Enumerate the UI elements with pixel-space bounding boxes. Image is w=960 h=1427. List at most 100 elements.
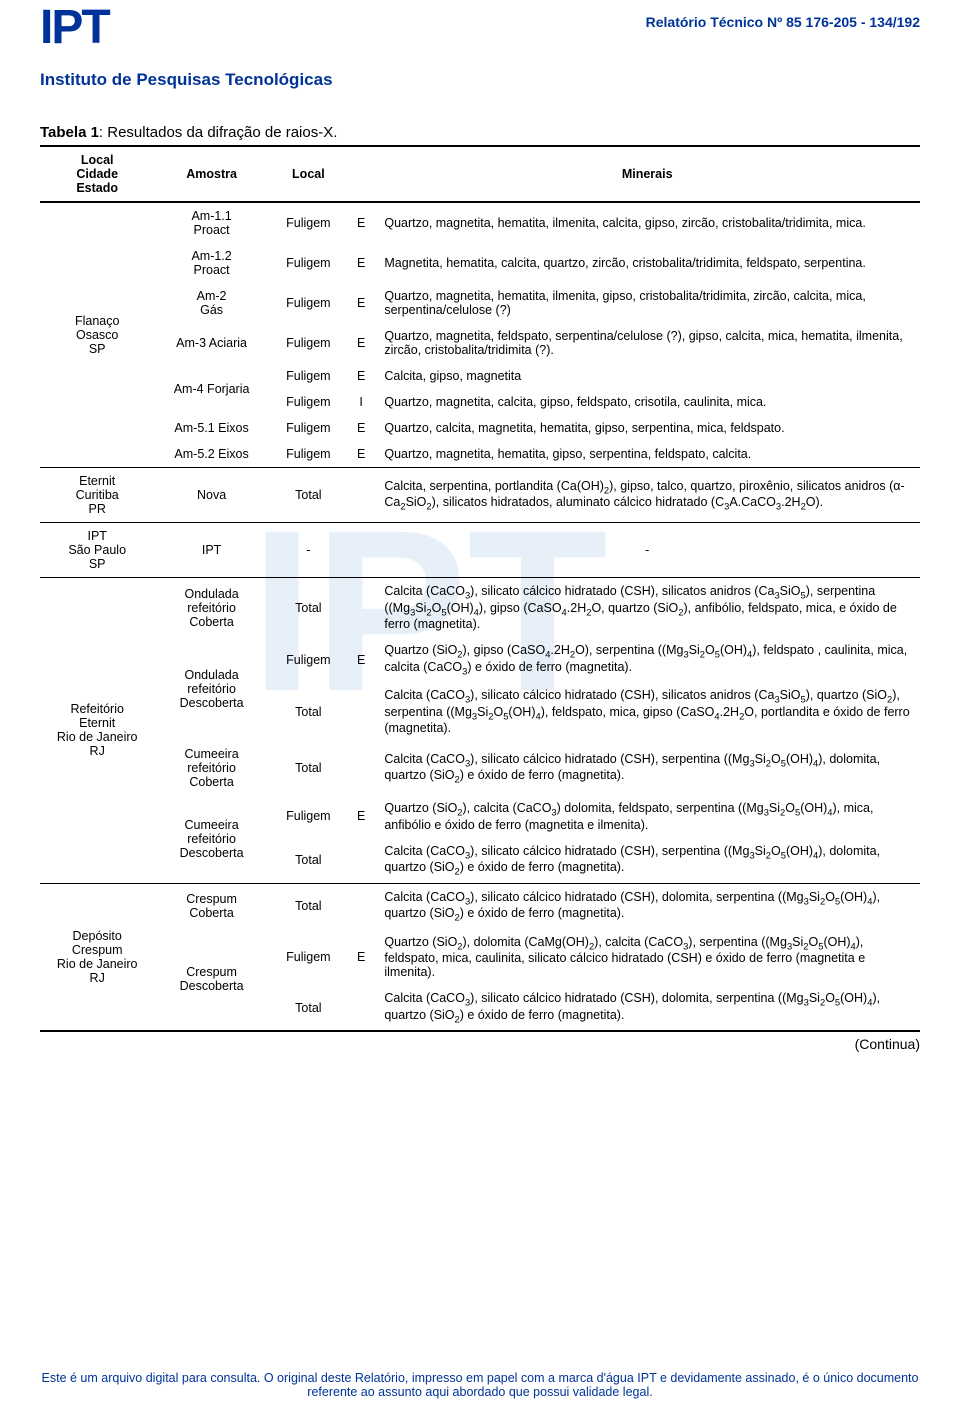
table-row: Am-4 ForjariaFuligemECalcita, gipso, mag… <box>40 363 920 389</box>
cell-local: Fuligem <box>269 283 348 323</box>
cell-local: Fuligem <box>269 363 348 389</box>
cell-minerals: Calcita (CaCO3), silicato cálcico hidrat… <box>374 741 920 795</box>
cell-minerals: Quartzo, magnetita, hematita, gipso, ser… <box>374 441 920 468</box>
cell-minerals: Calcita (CaCO3), silicato cálcico hidrat… <box>374 838 920 884</box>
cell-amostra: CumeeirarefeitórioCoberta <box>154 741 268 795</box>
col-minerais: Minerais <box>374 146 920 202</box>
cell-code <box>348 883 374 929</box>
cell-code: E <box>348 441 374 468</box>
logo-text: IPT <box>40 4 333 52</box>
table-row: CumeeirarefeitórioCobertaTotal Calcita (C… <box>40 741 920 795</box>
cell-minerals: Quartzo, magnetita, hematita, ilmenita, … <box>374 202 920 243</box>
table-row: Am-2GásFuligemEQuartzo, magnetita, hemat… <box>40 283 920 323</box>
cell-amostra: CrespumDescoberta <box>154 929 268 1032</box>
col-local-cidade-estado: Local Cidade Estado <box>40 146 154 202</box>
cell-place: RefeitórioEternitRio de JaneiroRJ <box>40 578 154 884</box>
cell-amostra: Nova <box>154 468 268 523</box>
cell-code <box>348 523 374 578</box>
cell-local: Fuligem <box>269 202 348 243</box>
cell-code <box>348 741 374 795</box>
cell-minerals: Calcita (CaCO3), silicato cálcico hidrat… <box>374 578 920 638</box>
table-row: DepósitoCrespumRio de JaneiroRJCrespumCo… <box>40 883 920 929</box>
cell-local: Fuligem <box>269 929 348 986</box>
cell-minerals: Quartzo, calcita, magnetita, hematita, g… <box>374 415 920 441</box>
report-number: Relatório Técnico Nº 85 176-205 - 134/19… <box>646 14 920 30</box>
table-row: IPTSão PauloSPIPT-- <box>40 523 920 578</box>
caption-text: : Resultados da difração de raios-X. <box>99 124 337 141</box>
cell-code <box>348 682 374 741</box>
header-subtitle: Instituto de Pesquisas Tecnológicas <box>40 70 333 90</box>
cell-place: FlanaçoOsascoSP <box>40 202 154 468</box>
cell-local: Total <box>269 741 348 795</box>
table-row: Am-5.2 EixosFuligemEQuartzo, magnetita, … <box>40 441 920 468</box>
cell-amostra: OnduladarefeitórioDescoberta <box>154 637 268 741</box>
cell-minerals: Calcita (CaCO3), silicato cálcico hidrat… <box>374 682 920 741</box>
cell-amostra: CumeeirarefeitórioDescoberta <box>154 795 268 883</box>
cell-minerals: Quartzo (SiO2), dolomita (CaMg(OH)2), ca… <box>374 929 920 986</box>
cell-minerals: Calcita (CaCO3), silicato cálcico hidrat… <box>374 883 920 929</box>
cell-amostra: Am-5.2 Eixos <box>154 441 268 468</box>
cell-code: E <box>348 202 374 243</box>
cell-code: E <box>348 415 374 441</box>
cell-local: Fuligem <box>269 441 348 468</box>
cell-code <box>348 468 374 523</box>
cell-amostra: Am-3 Aciaria <box>154 323 268 363</box>
col-code <box>348 146 374 202</box>
table-row: EternitCuritibaPRNovaTotalCalcita, serpe… <box>40 468 920 523</box>
cell-local: Total <box>269 838 348 884</box>
cell-minerals: Magnetita, hematita, calcita, quartzo, z… <box>374 243 920 283</box>
table-row: Am-5.1 EixosFuligemEQuartzo, calcita, ma… <box>40 415 920 441</box>
cell-local: - <box>269 523 348 578</box>
cell-amostra: Am-5.1 Eixos <box>154 415 268 441</box>
cell-amostra: OnduladarefeitórioCoberta <box>154 578 268 638</box>
cell-minerals: - <box>374 523 920 578</box>
cell-amostra: IPT <box>154 523 268 578</box>
cell-minerals: Calcita (CaCO3), silicato cálcico hidrat… <box>374 985 920 1031</box>
table-row: RefeitórioEternitRio de JaneiroRJOndulad… <box>40 578 920 638</box>
cell-local: Fuligem <box>269 389 348 415</box>
table-row: CrespumDescobertaFuligemEQuartzo (SiO2),… <box>40 929 920 986</box>
cell-code: E <box>348 929 374 986</box>
cell-code: E <box>348 243 374 283</box>
cell-place: DepósitoCrespumRio de JaneiroRJ <box>40 883 154 1031</box>
cell-amostra: Am-1.2Proact <box>154 243 268 283</box>
cell-local: Fuligem <box>269 795 348 838</box>
cell-local: Total <box>269 578 348 638</box>
cell-code <box>348 578 374 638</box>
cell-local: Fuligem <box>269 637 348 682</box>
table-caption: Tabela 1: Resultados da difração de raio… <box>40 124 920 141</box>
cell-code <box>348 985 374 1031</box>
cell-minerals: Calcita, gipso, magnetita <box>374 363 920 389</box>
cell-code: I <box>348 389 374 415</box>
cell-local: Total <box>269 468 348 523</box>
cell-amostra: CrespumCoberta <box>154 883 268 929</box>
cell-code: E <box>348 363 374 389</box>
cell-local: Total <box>269 883 348 929</box>
cell-minerals: Quartzo (SiO2), calcita (CaCO3) dolomita… <box>374 795 920 838</box>
cell-local: Fuligem <box>269 415 348 441</box>
table-row: OnduladarefeitórioDescobertaFuligemEQuar… <box>40 637 920 682</box>
cell-code <box>348 838 374 884</box>
cell-amostra: Am-1.1Proact <box>154 202 268 243</box>
cell-local: Total <box>269 985 348 1031</box>
cell-code: E <box>348 795 374 838</box>
table-row: Am-1.2ProactFuligemEMagnetita, hematita,… <box>40 243 920 283</box>
col-local2: Local <box>269 146 348 202</box>
table-header-row: Local Cidade Estado Amostra Local Minera… <box>40 146 920 202</box>
cell-code: E <box>348 323 374 363</box>
continua-label: (Continua) <box>40 1036 920 1052</box>
cell-local: Fuligem <box>269 243 348 283</box>
cell-minerals: Quartzo (SiO2), gipso (CaSO4.2H2O), serp… <box>374 637 920 682</box>
cell-minerals: Quartzo, magnetita, calcita, gipso, feld… <box>374 389 920 415</box>
table-row: CumeeirarefeitórioDescobertaFuligemEQuar… <box>40 795 920 838</box>
cell-code: E <box>348 637 374 682</box>
cell-code: E <box>348 283 374 323</box>
cell-local: Total <box>269 682 348 741</box>
cell-amostra: Am-2Gás <box>154 283 268 323</box>
cell-place: IPTSão PauloSP <box>40 523 154 578</box>
table-row: FlanaçoOsascoSPAm-1.1ProactFuligemEQuart… <box>40 202 920 243</box>
col-amostra: Amostra <box>154 146 268 202</box>
table-row: Am-3 AciariaFuligemEQuartzo, magnetita, … <box>40 323 920 363</box>
page-header: IPT Instituto de Pesquisas Tecnológicas … <box>40 0 920 90</box>
cell-local: Fuligem <box>269 323 348 363</box>
